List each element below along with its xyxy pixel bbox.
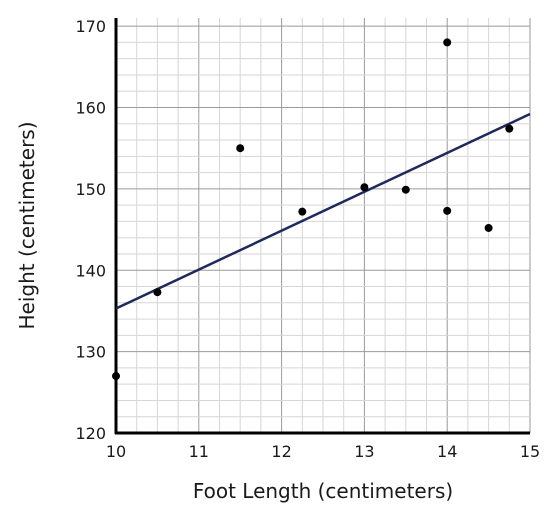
x-tick-label: 13 <box>354 442 374 461</box>
y-axis-label: Height (centimeters) <box>15 121 39 329</box>
y-tick-label: 160 <box>75 99 106 118</box>
x-tick-label: 12 <box>271 442 291 461</box>
data-points <box>112 38 514 381</box>
y-tick-label: 130 <box>75 343 106 362</box>
trend-line-layer <box>115 112 531 310</box>
data-point <box>112 372 120 381</box>
y-tick-label: 150 <box>75 180 106 199</box>
axes <box>114 18 530 435</box>
grid <box>115 18 531 434</box>
data-point <box>443 38 452 47</box>
y-tick-label: 170 <box>75 17 106 36</box>
data-point <box>298 207 307 216</box>
y-tick-label: 140 <box>75 261 106 280</box>
trend-line <box>115 112 531 310</box>
x-axis-label: Foot Length (centimeters) <box>193 479 453 503</box>
data-point <box>153 288 162 297</box>
x-tick-label: 11 <box>189 442 209 461</box>
y-tick-label: 120 <box>75 424 106 443</box>
tick-labels: 10 11 12 13 14 15 120 130 140 150 160 170 <box>75 17 540 461</box>
data-point <box>236 144 245 153</box>
data-point <box>401 185 410 194</box>
x-tick-label: 10 <box>106 442 126 461</box>
x-tick-label: 14 <box>437 442 457 461</box>
data-point <box>505 124 514 133</box>
data-point <box>484 223 493 232</box>
data-point <box>360 183 369 192</box>
data-point <box>443 206 452 215</box>
x-tick-label: 15 <box>520 442 540 461</box>
